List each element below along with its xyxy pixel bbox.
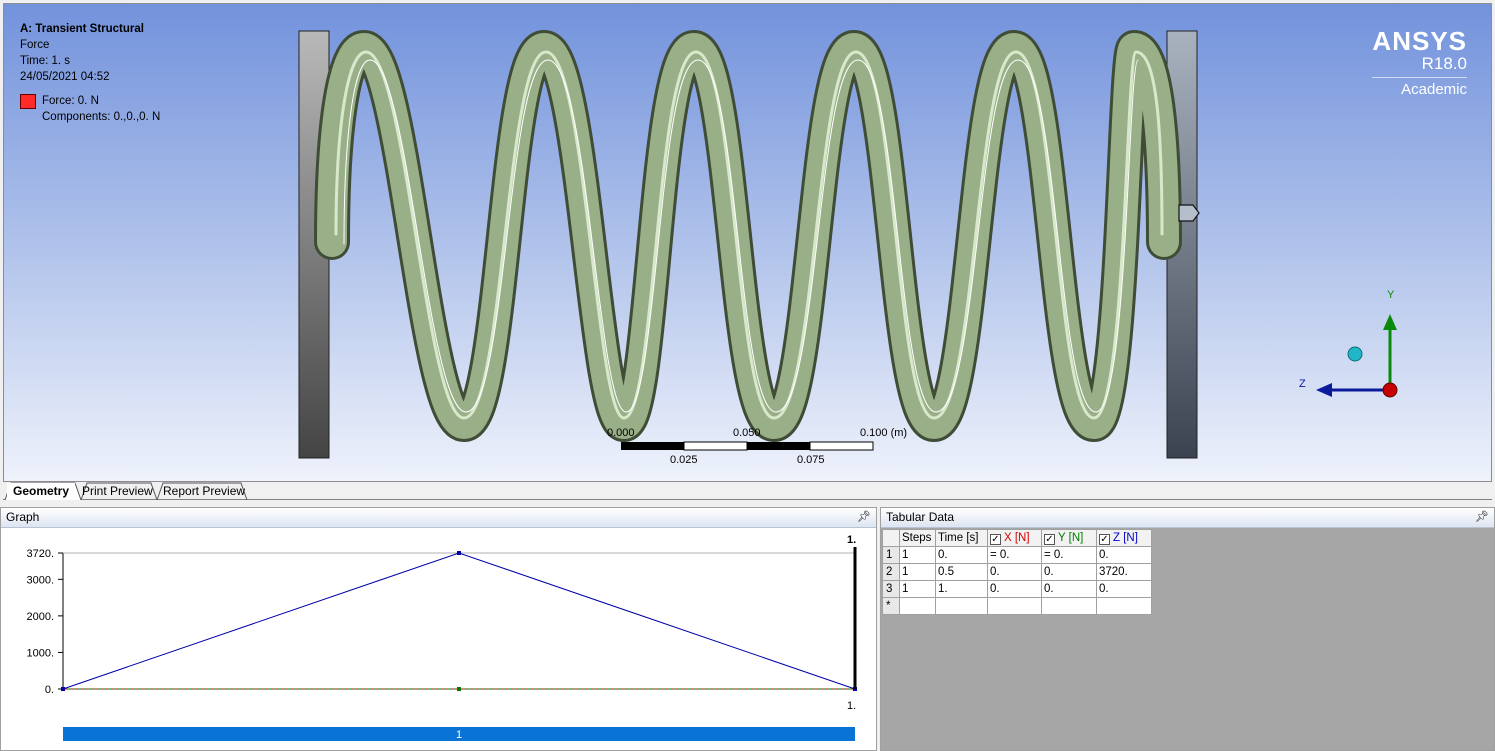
step-bar-label: 1 [456,729,462,741]
table-row[interactable]: 3 1 1. 0. 0. 0. [882,580,1152,598]
col-y[interactable]: ✓ Y [N] [1041,529,1097,547]
force-color-swatch [20,94,36,109]
triad-z-label: Z [1299,378,1306,390]
force-value: Force: 0. N [42,95,99,107]
graph-title: Graph [6,510,40,524]
tab-print-preview[interactable]: Print Preview [82,484,153,498]
col-z[interactable]: ✓ Z [N] [1096,529,1152,547]
force-components: Components: 0.,0.,0. N [42,111,161,123]
tabular-title: Tabular Data [886,510,955,524]
y-tick-label: 3720. [26,548,54,560]
table-row[interactable]: 1 1 0. = 0. = 0. 0. [882,546,1152,564]
load-history-chart[interactable]: 0. 1000. 2000. 3000. 3720. 1. 1. 1 [1,529,876,750]
table-row[interactable]: 2 1 0.5 0. 0. 3720. [882,563,1152,581]
brand-name: ANSYS [1372,26,1467,56]
graphics-viewport[interactable]: A: Transient Structural Force Time: 1. s… [3,3,1492,482]
scale-tick-025: 0.025 [670,454,698,466]
axis-triad[interactable] [1316,314,1398,398]
y-tick-label: 0. [45,684,54,696]
tab-geometry[interactable]: Geometry [7,483,76,500]
step-bar [63,727,855,741]
scale-bar [621,441,874,451]
legend-entry: Force: 0. N Components: 0.,0.,0. N [20,93,160,125]
view-tab-strip: Geometry Print Preview Report Preview [3,482,1492,501]
series-line [62,552,856,690]
date-label: 24/05/2021 04:52 [20,71,110,83]
graph-panel-header: Graph 📌︎ [1,508,876,528]
col-x[interactable]: ✓ X [N] [987,529,1042,547]
data-point [61,687,65,691]
data-point [457,687,461,691]
table-header-row: Steps Time [s] ✓ X [N] ✓ Y [N] ✓ Z [N] [882,529,1152,547]
y-tick-label: 3000. [26,574,54,586]
scale-tick-0: 0.000 [607,427,635,439]
col-time[interactable]: Time [s] [935,529,988,547]
spring-coil[interactable] [314,30,1182,442]
z-checkbox[interactable]: ✓ [1099,533,1110,545]
time-cursor-label: 1. [847,534,856,546]
result-legend: A: Transient Structural Force Time: 1. s… [20,21,160,125]
corner-cell [882,529,900,547]
scale-tick-100: 0.100 (m) [860,427,908,439]
ansys-logo: ANSYS R18.0 Academic [1372,28,1467,97]
object-name: Force [20,39,50,51]
time-label: Time: 1. s [20,55,71,67]
graph-panel: Graph 📌︎ 0. 1000. 2000. 3000. 3720. 1. 1. 1 [0,507,877,751]
brand-version: R18.0 [1421,54,1467,73]
tabular-data-table[interactable]: Steps Time [s] ✓ X [N] ✓ Y [N] ✓ Z [N] 1 1 … [882,529,1152,615]
data-point [457,551,461,555]
analysis-title: A: Transient Structural [20,23,144,35]
pin-icon[interactable]: 📌︎ [1475,511,1489,523]
time-end-label: 1. [847,700,856,712]
triad-y-label: Y [1387,289,1395,301]
scale-tick-050: 0.050 [733,427,761,439]
scale-tick-075: 0.075 [797,454,825,466]
x-checkbox[interactable]: ✓ [990,533,1001,545]
brand-edition: Academic [1372,77,1467,97]
y-tick-label: 1000. [26,647,54,659]
pin-icon[interactable]: 📌︎ [857,511,871,523]
table-new-row[interactable]: * [882,597,1152,615]
tabular-data-panel: Tabular Data 📌︎ Steps Time [s] ✓ X [N] ✓ Y… [880,507,1495,751]
col-steps[interactable]: Steps [899,529,936,547]
y-tick-label: 2000. [26,611,54,623]
tabular-panel-header: Tabular Data 📌︎ [881,508,1494,528]
y-checkbox[interactable]: ✓ [1044,533,1055,545]
spring-model[interactable] [4,4,1492,482]
force-marker[interactable] [1178,204,1200,222]
tab-report-preview[interactable]: Report Preview [163,484,246,498]
